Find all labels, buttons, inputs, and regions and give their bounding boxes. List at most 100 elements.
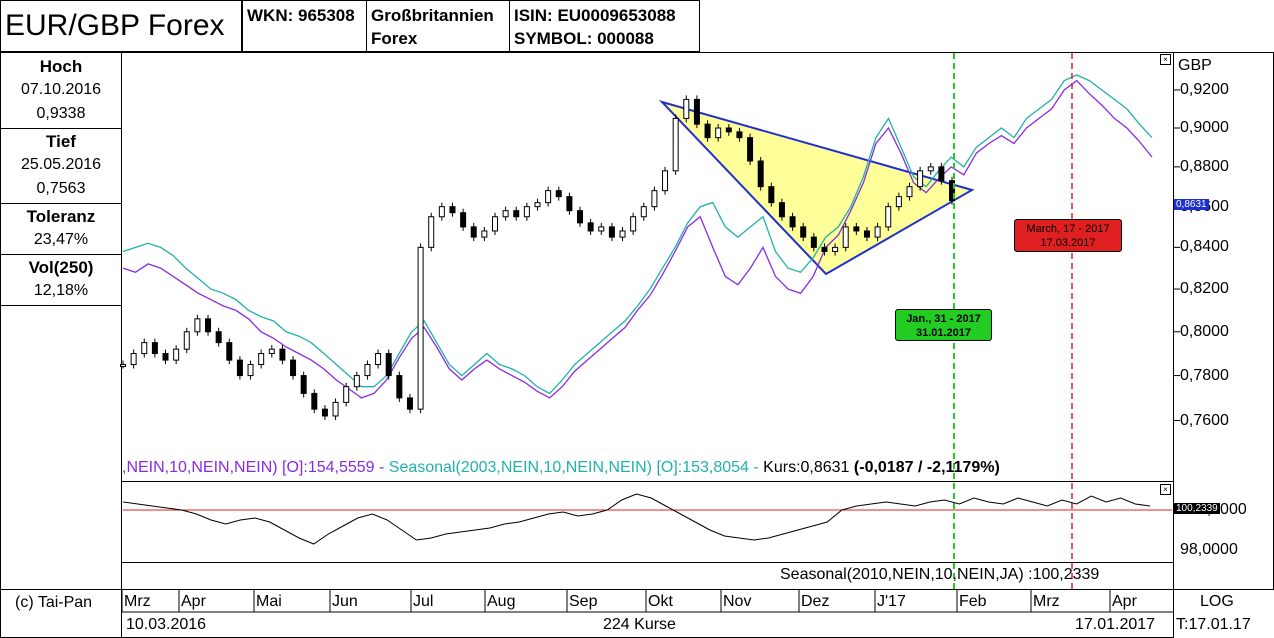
price-candle (895, 196, 902, 208)
kurse-count: 224 Kurse (603, 616, 676, 633)
price-candle (491, 216, 498, 232)
price-candle (757, 160, 764, 188)
toleranz-value: 23,47% (33, 231, 89, 248)
price-candle (385, 353, 392, 377)
price-candle (662, 170, 669, 192)
red-marker-label2: 17.03.2017 (1040, 237, 1096, 249)
price-candle (789, 216, 796, 228)
price-candle (949, 180, 955, 202)
price-candle (651, 190, 658, 208)
month-label: J'17 (877, 593, 906, 610)
symbol-label: SYMBOL: 000088 (514, 29, 654, 48)
price-candle (778, 202, 785, 218)
y-tick-label: 0,9200 (1180, 80, 1229, 98)
legend-change: (-0,0187 / -2,1179%) (853, 459, 1000, 476)
price-candle (183, 331, 190, 350)
close-icon[interactable]: × (1160, 54, 1171, 65)
month-label: Dez (801, 593, 830, 610)
y-tick-label: 0,9000 (1180, 119, 1229, 136)
price-candle (917, 170, 924, 188)
price-candle (863, 230, 870, 238)
price-candle (247, 364, 254, 377)
price-candle (226, 342, 233, 361)
month-label: Apr (181, 593, 206, 610)
price-candle (205, 318, 212, 333)
price-candle (587, 222, 594, 232)
price-candle (704, 123, 711, 139)
price-candle (438, 206, 445, 218)
price-candle (672, 117, 679, 172)
price-candle (215, 331, 222, 344)
price-candle (874, 226, 881, 238)
y-tick-label: 0,8400 (1180, 238, 1229, 256)
y-tick-label: 0,8000 (1180, 322, 1229, 340)
isin-box: ISIN: EU0009653088 SYMBOL: 000088 (509, 0, 700, 52)
legend-purple: ,NEIN,10,NEIN,NEIN) [O]:154,5559 - (122, 459, 389, 476)
footer-left: (c) Tai-Pan (0, 589, 122, 638)
green-marker-label2: 31.01.2017 (915, 327, 972, 339)
price-candle (640, 206, 647, 218)
legend-kurs: Kurs:0,8631 (763, 459, 854, 476)
end-date: 17.01.2017 (1075, 616, 1156, 633)
month-label: Feb (959, 593, 987, 610)
y-tick-label: 0,8800 (1180, 157, 1229, 175)
price-candle (630, 216, 637, 232)
price-candle (885, 206, 892, 228)
price-candle (194, 318, 201, 333)
price-candle (906, 186, 913, 198)
price-candle (343, 386, 350, 403)
price-candle (151, 342, 158, 355)
price-candle (736, 131, 743, 139)
price-candle (268, 348, 275, 355)
month-label: Jun (332, 593, 358, 610)
triangle-pattern (658, 100, 975, 276)
price-candle (832, 246, 839, 252)
y-unit-label: GBP (1178, 57, 1212, 74)
price-candle (353, 375, 360, 388)
legend-line: ,NEIN,10,NEIN,NEIN) [O]:154,5559 - Seaso… (122, 459, 1172, 477)
indicator-line (122, 493, 1151, 545)
price-candle (173, 348, 180, 361)
hoch-date: 07.10.2016 (20, 81, 102, 98)
month-label: Okt (648, 593, 673, 610)
price-candle (768, 186, 775, 204)
month-label: Jul (413, 593, 434, 610)
page-title: EUR/GBP Forex (5, 9, 225, 42)
price-candle (693, 98, 700, 125)
price-candle (927, 166, 934, 172)
price-candle (566, 196, 573, 212)
price-candle (236, 359, 243, 377)
tief-date: 25.05.2016 (20, 156, 102, 173)
price-candle (555, 190, 562, 198)
exchange-line1: Großbritannien (371, 6, 494, 25)
price-candle (725, 127, 732, 133)
close-icon[interactable]: × (1160, 484, 1171, 495)
indicator-y-tick-label: 98,0000 (1180, 541, 1238, 558)
month-label: Mai (256, 593, 282, 610)
price-candle (460, 212, 467, 228)
price-candle (258, 353, 265, 366)
y-tick-label: 0,8200 (1180, 280, 1229, 298)
price-candle (683, 98, 690, 119)
tief-label: Tief (46, 132, 76, 151)
price-candle (162, 353, 169, 361)
price-candle (534, 202, 541, 208)
price-candle (481, 230, 488, 238)
price-candle (938, 166, 945, 182)
start-date: 10.03.2016 (126, 616, 207, 633)
wkn-label: WKN: 965308 (247, 6, 355, 25)
price-candle (290, 359, 297, 377)
price-candle (141, 342, 148, 355)
price-candle (810, 236, 817, 248)
price-candle (747, 137, 754, 162)
legend-teal: Seasonal(2003,NEIN,10,NEIN,NEIN) [O]:153… (388, 459, 764, 476)
last-indicator-tag: 100,2339 (1174, 503, 1220, 514)
price-candle (853, 226, 860, 232)
price-candle (577, 210, 584, 224)
tief-value: 0,7563 (36, 180, 86, 197)
month-label: Apr (1112, 593, 1137, 610)
seasonal-purple-line (122, 79, 1153, 399)
red-marker-box: March, 17 - 2017 17.03.2017 (1014, 219, 1122, 252)
price-candle (406, 397, 413, 410)
